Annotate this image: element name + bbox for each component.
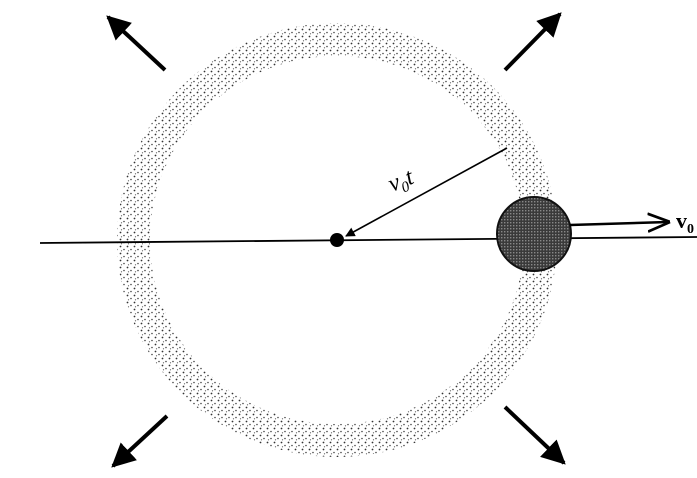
velocity-arrow (570, 222, 668, 225)
arrow-down-left (113, 416, 167, 466)
diagram: v0t v0 (0, 0, 697, 478)
moving-body (497, 197, 571, 271)
velocity-subscript: 0 (687, 222, 694, 237)
center-point (330, 233, 344, 247)
velocity-symbol: v (676, 208, 687, 233)
radius-label: v0t (385, 164, 420, 201)
arrow-down-right (505, 407, 564, 463)
arrow-up-left (108, 17, 165, 70)
velocity-label: v0 (676, 208, 694, 237)
arrow-up-right (505, 14, 560, 70)
radius-arrow (346, 148, 507, 236)
page: v0t v0 (() => { const data = JSON.parse(… (0, 0, 697, 478)
